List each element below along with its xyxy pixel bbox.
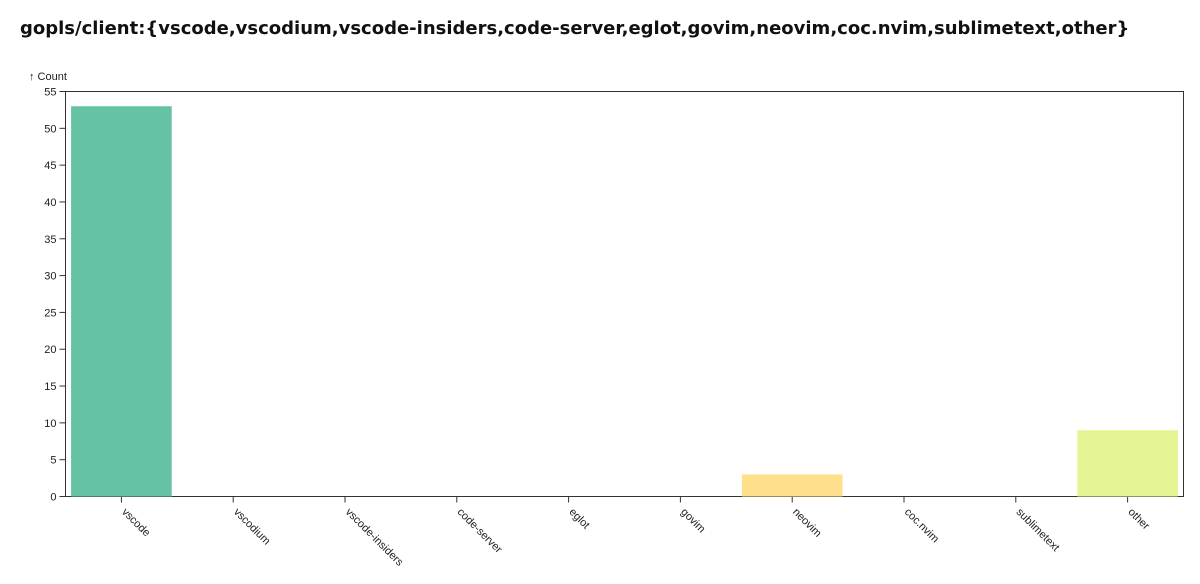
x-tick-label: govim <box>678 506 707 535</box>
y-tick-label: 5 <box>50 455 56 467</box>
x-tick-label: other <box>1125 506 1151 532</box>
y-tick-label: 15 <box>44 381 56 393</box>
y-tick-label: 20 <box>44 344 56 356</box>
x-tick-label: coc.nvim <box>902 506 941 545</box>
y-axis-label: ↑ Count <box>29 71 67 83</box>
y-tick-label: 40 <box>44 197 56 209</box>
x-tick-label: sublimetext <box>1014 506 1062 554</box>
x-tick-label: eglot <box>566 506 591 531</box>
bar-other <box>1077 430 1178 497</box>
bar-vscode <box>71 106 172 497</box>
y-tick-label: 30 <box>44 271 56 283</box>
bar-neovim <box>741 474 843 497</box>
y-tick-label: 45 <box>44 160 56 172</box>
x-tick-label: vscode <box>119 506 152 539</box>
chart-title: gopls/client:{vscode,vscodium,vscode-ins… <box>20 18 1130 39</box>
x-tick-label: neovim <box>790 506 824 540</box>
y-tick-label: 10 <box>44 418 56 430</box>
y-tick-label: 55 <box>44 87 56 99</box>
x-axis: vscode vscodium vscode-insiders code-server… <box>119 496 1152 569</box>
y-axis: 0 5 10 15 20 25 30 35 40 45 50 55 <box>44 87 66 504</box>
y-tick-label: 50 <box>44 123 56 135</box>
y-tick-label: 25 <box>44 307 56 319</box>
x-tick-label: vscodium <box>231 506 272 547</box>
x-tick-label: vscode-insiders <box>343 506 406 569</box>
x-tick-label: code-server <box>455 506 505 556</box>
bars <box>71 106 1178 497</box>
plot-frame <box>65 91 1184 497</box>
y-tick-label: 0 <box>50 492 56 504</box>
y-tick-label: 35 <box>44 234 56 246</box>
